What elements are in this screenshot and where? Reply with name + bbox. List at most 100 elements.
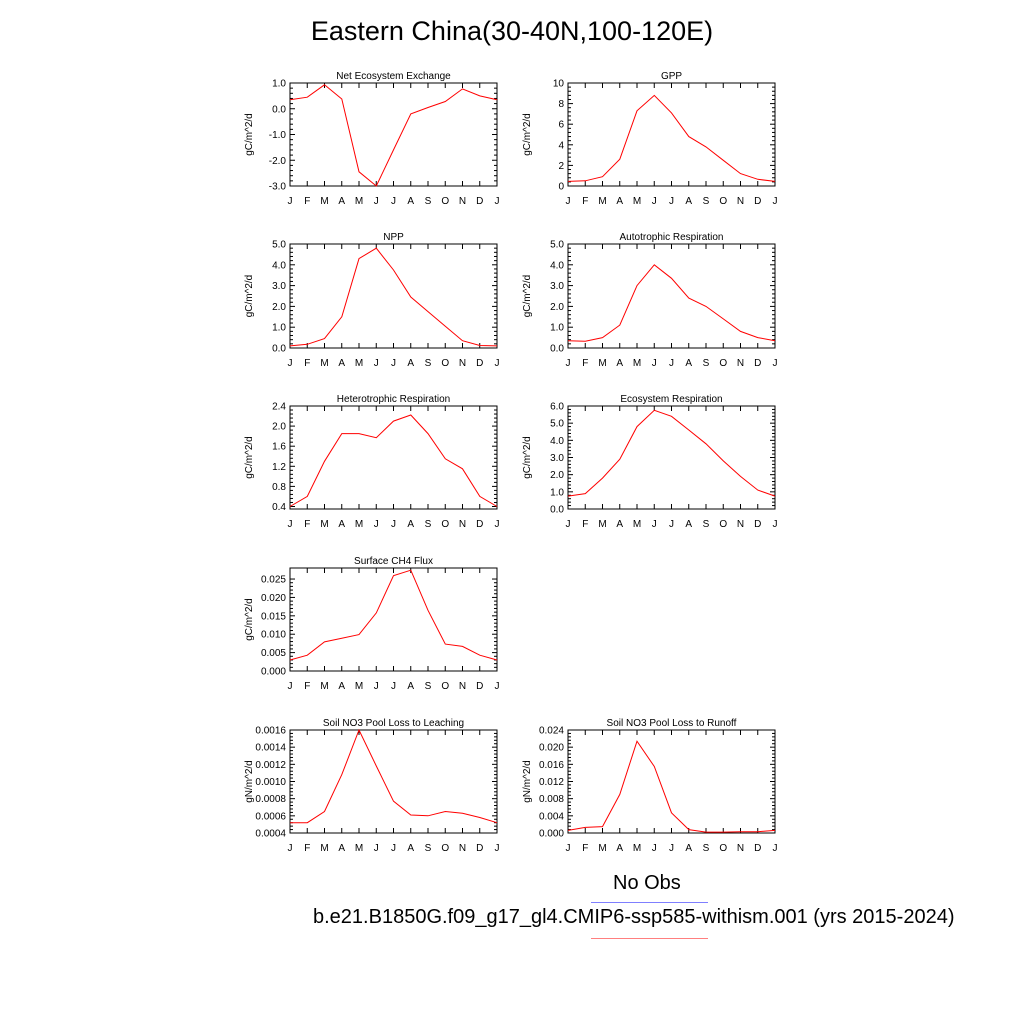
legend-model-label: b.e21.B1850G.f09_g17_gl4.CMIP6-ssp585-wi… [313,906,955,928]
x-tick-label: A [338,843,345,854]
x-tick-label: J [374,519,379,530]
x-tick-label: A [338,681,345,692]
chart-title: NPP [383,232,404,243]
y-tick-label: -3.0 [269,182,287,193]
x-tick-label: M [355,681,363,692]
chart-title: Soil NO3 Pool Loss to Runoff [607,718,737,729]
x-tick-label: A [685,358,692,369]
y-axis-label: gC/m^2/d [244,436,255,479]
x-tick-label: D [754,519,761,530]
x-tick-label: O [441,196,449,207]
x-tick-label: M [355,519,363,530]
x-tick-label: O [441,358,449,369]
x-tick-label: J [652,519,657,530]
x-tick-label: O [441,519,449,530]
x-tick-label: A [616,843,623,854]
series-line [289,569,498,661]
series-line [567,94,776,182]
y-tick-label: -1.0 [269,130,287,141]
chart-title: Surface CH4 Flux [354,556,433,567]
x-tick-label: S [425,358,432,369]
series-line [567,740,776,833]
x-tick-label: A [407,196,414,207]
x-tick-label: M [320,519,328,530]
plot-frame [289,243,498,349]
y-tick-label: 0.0 [272,104,286,115]
x-tick-label: N [459,519,466,530]
y-tick-label: 6.0 [550,402,564,413]
x-tick-label: M [598,519,606,530]
x-tick-label: A [685,196,692,207]
y-tick-label: 0.012 [539,777,564,788]
x-tick-label: J [374,196,379,207]
plot-frame [289,567,498,672]
x-tick-label: D [476,519,483,530]
x-tick-label: M [320,358,328,369]
x-tick-label: A [338,519,345,530]
y-tick-label: 0.0014 [255,743,286,754]
x-tick-label: J [391,681,396,692]
y-tick-label: 3.0 [550,453,564,464]
y-tick-label: 0.000 [261,667,286,678]
x-tick-label: S [425,519,432,530]
series-line [567,264,776,342]
x-tick-label: J [669,358,674,369]
x-tick-label: J [566,196,571,207]
x-tick-label: J [495,843,500,854]
series-line [567,409,776,497]
x-tick-label: N [459,843,466,854]
y-tick-label: 0.016 [539,760,564,771]
y-tick-label: 0.0 [550,344,564,355]
x-tick-label: J [669,843,674,854]
x-tick-label: D [754,843,761,854]
page-title: Eastern China(30-40N,100-120E) [310,16,714,46]
x-tick-label: F [582,358,588,369]
x-tick-label: D [476,358,483,369]
x-tick-label: J [652,358,657,369]
y-tick-label: 0.0016 [255,726,286,737]
y-tick-label: 0.0 [550,505,564,516]
x-tick-label: A [338,196,345,207]
x-tick-label: F [304,519,310,530]
y-tick-label: 0.0006 [255,811,286,822]
x-tick-label: J [374,358,379,369]
y-tick-label: 3.0 [550,281,564,292]
x-tick-label: J [391,196,396,207]
x-tick-label: J [652,843,657,854]
x-tick-label: J [566,519,571,530]
x-tick-label: J [288,681,293,692]
y-tick-label: 0.0 [272,344,286,355]
plot-frame [289,82,498,187]
y-tick-label: 0.008 [539,794,564,805]
y-tick-label: 0.0004 [255,829,286,840]
x-tick-label: M [320,843,328,854]
x-tick-label: S [703,843,710,854]
x-tick-label: O [441,681,449,692]
x-tick-label: M [633,196,641,207]
chart-title: Ecosystem Respiration [620,394,722,405]
x-tick-label: A [338,358,345,369]
y-axis-label: gC/m^2/d [244,113,255,156]
y-tick-label: 0.020 [539,743,564,754]
x-tick-label: J [495,358,500,369]
y-tick-label: 0.8 [272,482,286,493]
x-tick-label: J [773,843,778,854]
chart-title: Autotrophic Respiration [620,232,724,243]
y-axis-label: gC/m^2/d [522,275,533,318]
x-tick-label: A [685,843,692,854]
plot-frame [567,82,776,187]
x-tick-label: A [616,196,623,207]
x-tick-label: J [773,358,778,369]
x-tick-label: J [391,519,396,530]
y-tick-label: 0.025 [261,575,286,586]
y-axis-label: gN/m^2/d [522,760,533,803]
x-tick-label: M [355,196,363,207]
x-tick-label: M [598,843,606,854]
y-tick-label: 4.0 [550,436,564,447]
x-tick-label: J [374,843,379,854]
